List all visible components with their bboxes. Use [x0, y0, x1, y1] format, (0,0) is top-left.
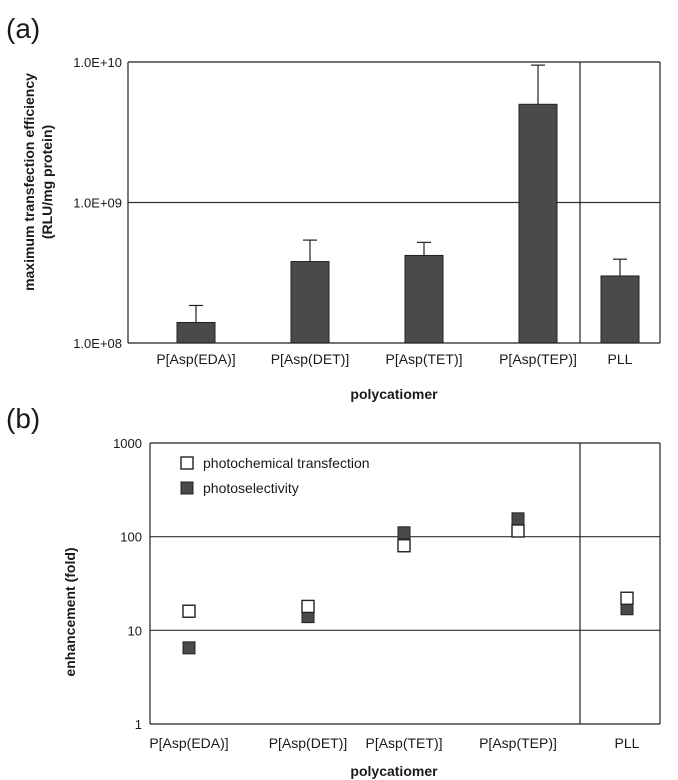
panel-b-point-photochemical [397, 539, 411, 553]
panel-b-point-photochemical [301, 599, 315, 614]
panel-b-point-photochemical [511, 524, 525, 538]
panel-a-x-tick-labels: P[Asp(EDA)] P[Asp(DET)] P[Asp(TET)] P[Asp(T… [156, 351, 632, 367]
legend-label: photochemical transfection [203, 455, 370, 471]
panel-b-y-tick-labels: 1 10 100 1000 [113, 436, 142, 732]
panel-a-label: (a) [6, 13, 40, 44]
panel-b-x-tick-label: P[Asp(TET)] [365, 735, 442, 751]
panel-b-y-tick-label: 10 [128, 623, 142, 638]
panel-a-bar [290, 261, 330, 344]
panel-b-x-tick-label: P[Asp(EDA)] [149, 735, 228, 751]
panel-b-ylabel: enhancement (fold) [62, 547, 78, 676]
panel-b-frame [149, 442, 661, 725]
panel-a-xlabel: polycatiomer [350, 386, 438, 402]
panel-a-bar [600, 275, 640, 344]
panel-b-legend: photochemical transfection photoselectivi… [180, 455, 370, 496]
panel-a-y-tick-label: 1.0E+10 [73, 55, 122, 70]
panel-b-x-tick-label: P[Asp(TEP)] [479, 735, 557, 751]
panel-b-points [182, 512, 634, 655]
panel-b-y-tick-label: 1000 [113, 436, 142, 451]
panel-b-xlabel: polycatiomer [350, 763, 438, 779]
panel-b-point-photochemical [182, 604, 196, 618]
panel-a-y-tick-label: 1.0E+09 [73, 196, 122, 211]
panel-a-bars [176, 103, 640, 344]
panel-a-bar [176, 321, 216, 344]
panel-b-point-photoselectivity [182, 641, 196, 655]
panel-a-x-tick-label: P[Asp(EDA)] [156, 351, 235, 367]
panel-a-x-tick-label: P[Asp(DET)] [271, 351, 350, 367]
legend-swatch-open-square [180, 456, 194, 470]
panel-a-ylabel-line1: maximum transfection efficiency [21, 73, 37, 291]
panel-a-error-bars [189, 64, 627, 323]
panel-b-x-tick-label: PLL [615, 735, 640, 751]
panel-b-scatter-chart: (b) enhancement (fold) 1 10 100 1000 P[Asp(… [6, 403, 661, 779]
panel-b-label: (b) [6, 403, 40, 434]
panel-a-frame [127, 61, 661, 344]
panel-a-x-tick-label: P[Asp(TET)] [385, 351, 462, 367]
panel-a-bar [404, 254, 444, 344]
legend-label: photoselectivity [203, 480, 299, 496]
panel-b-y-tick-label: 1 [135, 717, 142, 732]
panel-b-point-photoselectivity [511, 512, 525, 526]
panel-a-bar-chart: (a) maximum transfection efficiency (RLU… [6, 13, 661, 402]
panel-b-x-tick-label: P[Asp(DET)] [269, 735, 348, 751]
legend-swatch-filled-square [180, 481, 194, 495]
panel-b-x-tick-labels: P[Asp(EDA)] P[Asp(DET)] P[Asp(TET)] P[Asp(T… [149, 735, 639, 751]
panel-a-x-tick-label: PLL [608, 351, 633, 367]
panel-b-point-photoselectivity [397, 526, 411, 540]
panel-a-y-tick-label: 1.0E+08 [73, 336, 122, 351]
panel-a-ylabel-line2: (RLU/mg protein) [39, 125, 55, 239]
panel-b-point-photochemical [620, 591, 634, 605]
panel-a-y-tick-labels: 1.0E+08 1.0E+09 1.0E+10 [73, 55, 122, 351]
panel-a-bar [518, 103, 558, 344]
panel-a-x-tick-label: P[Asp(TEP)] [499, 351, 577, 367]
panel-b-y-tick-label: 100 [120, 530, 142, 545]
